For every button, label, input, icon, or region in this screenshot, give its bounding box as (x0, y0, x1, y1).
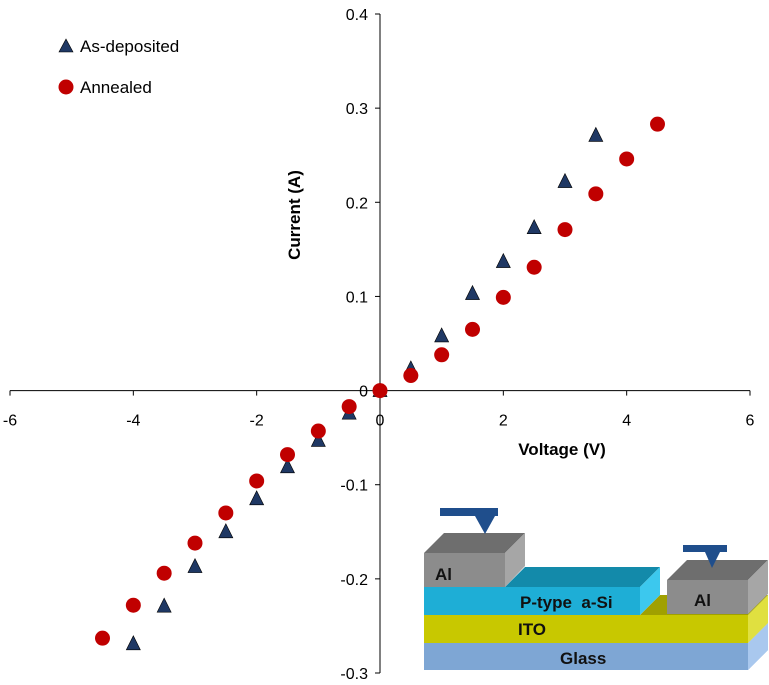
y-tick-label: -0.2 (340, 572, 368, 589)
annealed-point (125, 597, 141, 613)
annealed-point (95, 630, 110, 646)
probe-right-icon (683, 545, 727, 568)
y-tick-label: 0 (359, 384, 368, 401)
data-marks (95, 116, 665, 651)
annealed-point (588, 186, 604, 202)
glass-label: Glass (560, 649, 606, 668)
y-tick-label: 0.1 (346, 289, 368, 306)
x-tick-label: -4 (126, 413, 140, 430)
as-deposited-point (526, 219, 542, 235)
annealed-point (156, 565, 172, 581)
axes: -6 -4 -2 0 2 4 6 -0.3 -0.2 -0.1 0 0.1 0.2 0.3 0.4 (3, 7, 755, 683)
as-deposited-point (588, 126, 604, 142)
annealed-point (619, 151, 635, 167)
y-tick-label: 0.4 (346, 7, 368, 24)
annealed-point (434, 347, 450, 363)
as-deposited-point (249, 490, 265, 506)
annealed-point (341, 399, 357, 415)
p-type-a-si-layer (424, 587, 640, 615)
annealed-point (310, 423, 326, 439)
annealed-point (280, 447, 295, 463)
annealed-point (249, 473, 265, 489)
as-deposited-point (218, 523, 234, 539)
x-tick-label: 2 (499, 413, 508, 430)
y-tick-label: 0.3 (346, 101, 368, 118)
x-tick-label: -6 (3, 413, 17, 430)
p-type-label: P-type a-Si (520, 593, 613, 612)
annealed-point (465, 321, 480, 337)
as-deposited-point (280, 458, 295, 474)
y-axis-label: Current (A) (285, 170, 304, 260)
annealed-point (218, 505, 234, 521)
x-tick-label: -2 (250, 413, 264, 430)
device-schematic-inset: Al Al P-type a-Si ITO Glass (424, 508, 768, 670)
annealed-point (495, 289, 511, 305)
as-deposited-point (434, 327, 450, 343)
as-deposited-point (156, 597, 172, 613)
as-deposited-point (310, 431, 326, 447)
as-deposited-point (465, 284, 480, 300)
x-tick-label: 0 (376, 413, 385, 430)
as-deposited-point (125, 635, 141, 651)
legend-label-as-deposited: As-deposited (80, 37, 179, 56)
al-left-label: Al (435, 565, 452, 584)
as-deposited-point (557, 172, 573, 188)
legend-triangle-marker (58, 38, 74, 53)
x-axis-label: Voltage (V) (518, 440, 606, 459)
annealed-point (187, 535, 203, 551)
annealed-point (403, 368, 419, 384)
legend-circle-marker (58, 79, 74, 95)
al-right-label: Al (694, 591, 711, 610)
al-contact-right (667, 580, 748, 614)
legend-label-annealed: Annealed (80, 78, 152, 97)
probe-left-icon (440, 508, 498, 534)
as-deposited-point (187, 557, 203, 573)
y-tick-label: -0.1 (340, 478, 368, 495)
annealed-point (557, 222, 573, 238)
x-tick-label: 4 (622, 413, 631, 430)
annealed-point (372, 383, 388, 399)
annealed-point (650, 116, 665, 132)
as-deposited-point (495, 252, 511, 268)
y-tick-label: -0.3 (340, 666, 368, 683)
annealed-point (526, 259, 542, 275)
legend: As-deposited Annealed (58, 37, 179, 97)
al-contact-left (424, 553, 505, 587)
ito-layer (424, 615, 748, 643)
x-tick-label: 6 (746, 413, 755, 430)
ito-label: ITO (518, 620, 546, 639)
y-tick-label: 0.2 (346, 195, 368, 212)
